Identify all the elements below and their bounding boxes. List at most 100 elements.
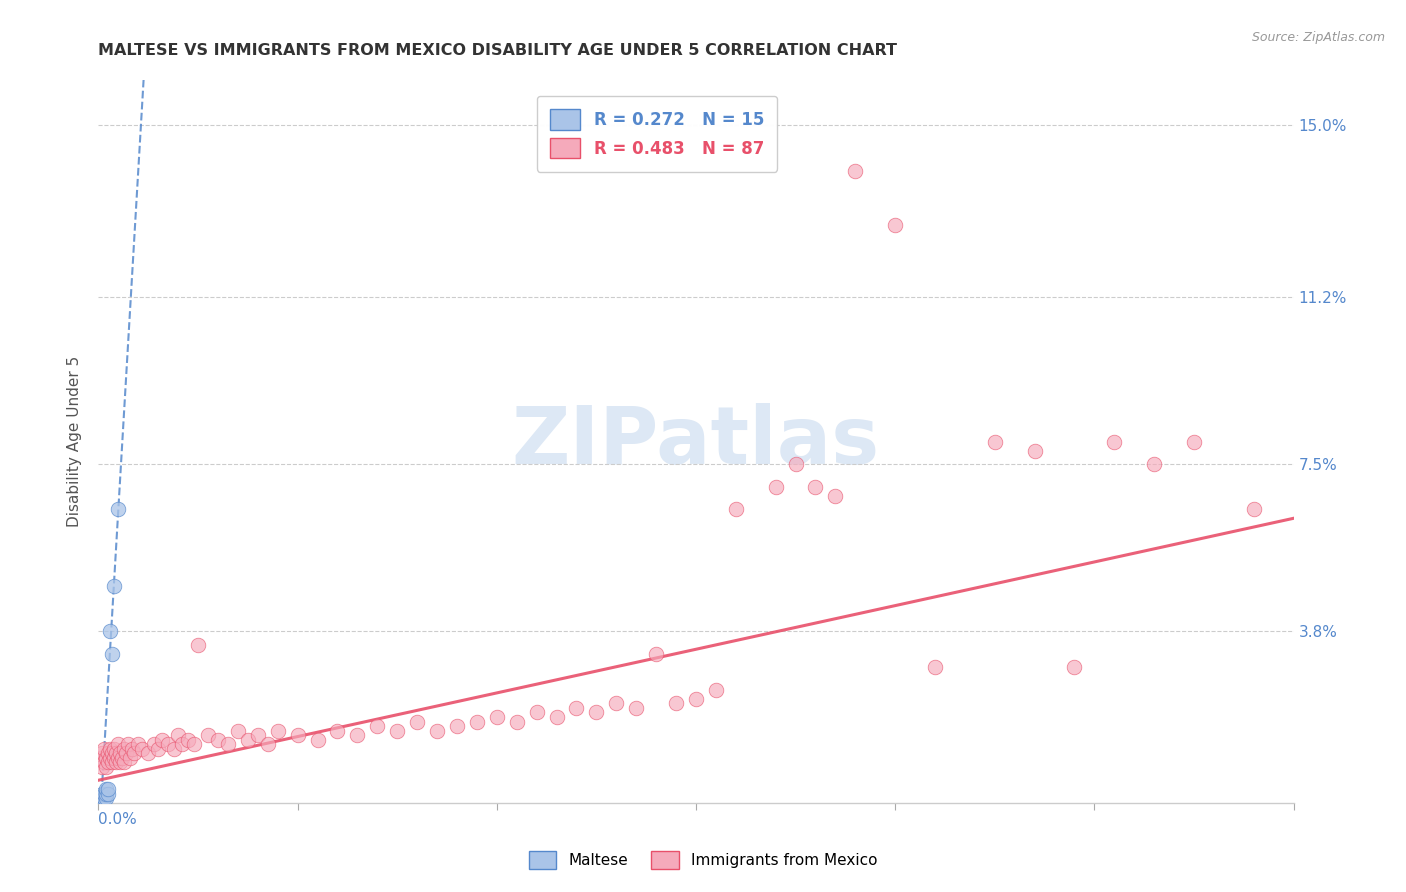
Point [97,787,120,801]
Point [150,732,173,747]
Point [97,782,120,797]
Point [107,502,129,516]
Point [246,728,269,742]
Point [187,638,209,652]
Point [804,480,827,494]
Point [110,746,132,760]
Text: Source: ZipAtlas.com: Source: ZipAtlas.com [1251,31,1385,45]
Legend: R = 0.272   N = 15, R = 0.483   N = 87: R = 0.272 N = 15, R = 0.483 N = 87 [537,95,778,171]
Point [326,723,349,738]
Point [91,787,114,801]
Point [98,750,122,764]
Point [96,782,118,797]
Point [207,732,229,747]
Point [96,791,118,805]
Point [765,480,787,494]
Point [267,723,290,738]
Legend: Maltese, Immigrants from Mexico: Maltese, Immigrants from Mexico [523,845,883,875]
Point [131,741,153,756]
Point [585,706,607,720]
Point [103,750,125,764]
Point [1024,443,1046,458]
Point [665,697,688,711]
Point [157,737,180,751]
Point [97,746,120,760]
Point [89,791,111,805]
Point [565,701,588,715]
Point [148,741,170,756]
Point [844,163,866,178]
Point [172,737,194,751]
Point [1063,660,1085,674]
Point [183,737,205,751]
Point [785,457,807,471]
Point [103,579,125,593]
Text: 0.0%: 0.0% [98,813,138,827]
Point [89,750,111,764]
Point [366,719,388,733]
Point [107,737,129,751]
Point [406,714,429,729]
Point [217,737,239,751]
Point [506,714,529,729]
Text: ZIPatlas: ZIPatlas [512,402,880,481]
Point [91,760,114,774]
Point [97,755,120,769]
Point [127,737,149,751]
Point [645,647,668,661]
Point [112,755,135,769]
Point [177,732,200,747]
Point [704,682,727,697]
Point [236,732,259,747]
Point [120,750,142,764]
Point [112,741,135,756]
Point [115,746,138,760]
Point [446,719,468,733]
Point [984,434,1007,449]
Point [426,723,449,738]
Point [124,746,146,760]
Point [287,728,309,742]
Text: MALTESE VS IMMIGRANTS FROM MEXICO DISABILITY AGE UNDER 5 CORRELATION CHART: MALTESE VS IMMIGRANTS FROM MEXICO DISABI… [98,44,897,58]
Point [98,624,122,639]
Point [107,750,129,764]
Point [136,746,159,760]
Point [485,710,508,724]
Point [117,737,139,751]
Point [685,692,707,706]
Point [111,750,134,764]
Point [101,755,124,769]
Point [605,697,627,711]
Point [110,755,132,769]
Point [93,791,115,805]
Point [546,710,568,724]
Point [526,706,548,720]
Point [346,728,368,742]
Point [96,750,118,764]
Point [93,791,115,805]
Point [226,723,249,738]
Point [93,787,115,801]
Y-axis label: Disability Age Under 5: Disability Age Under 5 [66,356,82,527]
Point [93,755,115,769]
Point [1104,434,1126,449]
Point [121,741,143,756]
Point [307,732,329,747]
Point [98,741,122,756]
Point [626,701,648,715]
Point [824,489,846,503]
Point [1143,457,1166,471]
Point [103,741,125,756]
Point [197,728,219,742]
Point [1243,502,1265,516]
Point [105,746,128,760]
Point [96,787,118,801]
Point [385,723,409,738]
Point [1182,434,1205,449]
Point [256,737,278,751]
Point [163,741,186,756]
Point [105,755,128,769]
Point [93,741,115,756]
Point [724,502,747,516]
Point [465,714,488,729]
